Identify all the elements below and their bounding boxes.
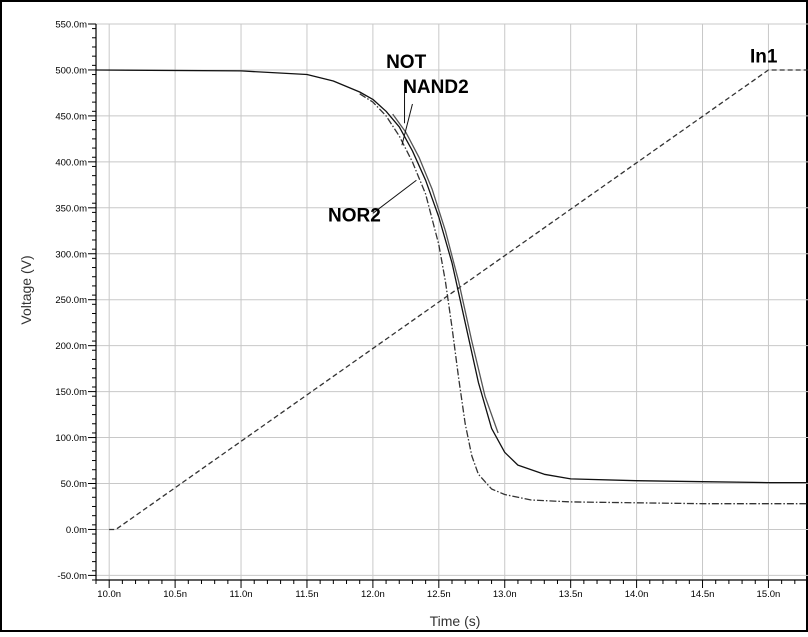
annotation-leader-line	[401, 103, 413, 146]
y-tick-label: 400.0m	[55, 157, 87, 168]
annotation-leader-line	[372, 179, 417, 214]
y-tick-label: 300.0m	[55, 249, 87, 260]
y-tick-label: 550.0m	[55, 20, 87, 31]
annotation-in1-label: In1	[750, 47, 778, 68]
annotation-nor2-label: NOR2	[328, 206, 381, 227]
x-tick-label: 12.5n	[427, 589, 451, 600]
annotation-not-label: NOT	[386, 52, 427, 73]
y-tick-label: 450.0m	[55, 111, 87, 122]
x-tick-label: 12.0n	[361, 589, 385, 600]
y-axis-label: Voltage (V)	[18, 255, 34, 324]
x-tick-label: 10.0n	[97, 589, 121, 600]
y-tick-label: 0.0m	[66, 525, 87, 536]
x-tick-label: 11.0n	[229, 589, 252, 600]
annotations: NOT NAND2 NOR2 In1	[328, 47, 778, 227]
axes	[88, 23, 808, 588]
y-tick-label: 500.0m	[55, 65, 87, 76]
x-tick-label: 14.0n	[625, 589, 649, 600]
x-tick-label: 14.5n	[691, 589, 715, 600]
y-tick-label: 200.0m	[55, 341, 87, 352]
series-nor2-line	[359, 93, 808, 505]
series-in1-line	[109, 69, 808, 531]
x-tick-label: 15.0n	[757, 589, 781, 600]
annotation-nand2-label: NAND2	[403, 77, 468, 98]
y-tick-label: -50.0m	[57, 571, 87, 582]
series-not-line	[95, 69, 808, 484]
x-axis-label: Time (s)	[430, 613, 481, 629]
y-tick-label: 150.0m	[55, 387, 87, 398]
x-tick-label: 13.0n	[493, 589, 517, 600]
y-tick-label: 100.0m	[55, 433, 87, 444]
series-layer	[95, 69, 808, 531]
y-tick-label: 250.0m	[55, 295, 87, 306]
x-tick-label: 11.5n	[295, 589, 318, 600]
x-tick-label: 10.5n	[163, 589, 187, 600]
series-nand2-line	[392, 113, 499, 434]
x-tick-label: 13.5n	[559, 589, 583, 600]
tick-labels: 10.0n 10.5n 11.0n 11.5n 12.0n 12.5n 13.0n 13.5n…	[55, 20, 780, 601]
y-tick-label: 350.0m	[55, 203, 87, 214]
y-tick-label: 50.0m	[61, 479, 87, 490]
